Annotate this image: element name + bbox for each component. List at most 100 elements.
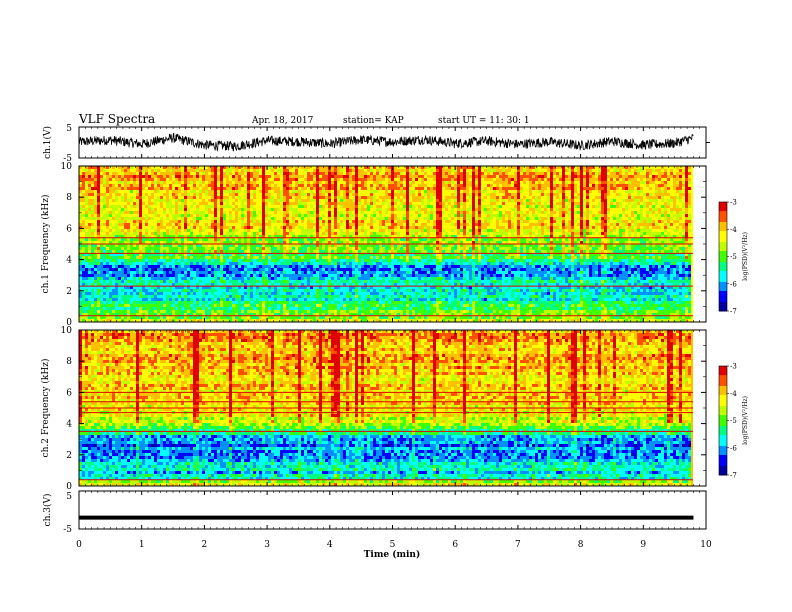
ch1-spectrogram-cell: [634, 187, 637, 190]
ch1-spectrogram-cell: [538, 211, 541, 214]
ch1-spectrogram-cell: [358, 241, 364, 244]
ch1-spectrogram-cell: [367, 202, 370, 205]
ch1-spectrogram-cell: [265, 247, 271, 250]
ch1-spectrogram-cell: [532, 193, 541, 196]
ch1-spectrogram-cell: [316, 172, 319, 175]
ch1-spectrogram-cell: [469, 196, 472, 199]
ch1-spectrogram-cell: [319, 253, 322, 256]
ch1-spectrogram-cell: [412, 184, 418, 187]
ch1-spectrogram-cell: [502, 250, 505, 253]
ch1-spectrogram-cell: [451, 172, 454, 175]
ch1-spectrogram-cell: [352, 190, 355, 193]
ch1-spectrogram-cell: [253, 259, 256, 262]
ch1-spectrogram-cell: [100, 196, 103, 199]
ch1-spectrogram-cell: [478, 229, 481, 232]
ch1-spectrogram-cell: [163, 208, 166, 211]
ch1-spectrogram-cell: [82, 166, 85, 169]
ch1-spectrogram-cell: [253, 184, 256, 187]
ch1-spectrogram-cell: [274, 184, 277, 187]
ch1-spectrogram-cell: [295, 220, 298, 223]
ch1-spectrogram-cell: [565, 229, 568, 232]
ch1-spectrogram-cell: [643, 214, 646, 217]
ch1-spectrogram-cell: [292, 247, 295, 250]
ch1-spectrogram-cell: [580, 181, 583, 184]
ch1-spectrogram-cell: [688, 226, 691, 229]
ch1-spectrogram-cell: [448, 184, 451, 187]
ch1-spectrogram-cell: [568, 235, 571, 238]
ch1-spectrogram-cell: [364, 202, 367, 205]
ch1-spectrogram-cell: [352, 211, 355, 214]
ch1-spectrogram-cell: [190, 232, 193, 235]
ch1-spectrogram-cell: [574, 256, 577, 259]
ch1-spectrogram-cell: [541, 181, 544, 184]
ch1-spectrogram-cell: [376, 166, 379, 169]
ch1-spectrogram-cell: [223, 232, 226, 235]
ch1-spectrogram-cell: [97, 193, 100, 196]
ch1-spectrogram-cell: [118, 250, 124, 253]
ch1-spectrogram-cell: [484, 235, 487, 238]
ch1-spectrogram-cell: [520, 187, 523, 190]
ch1-spectrogram-cell: [529, 211, 532, 214]
ch1-spectrogram-cell: [610, 202, 613, 205]
ch1-spectrogram-cell: [583, 208, 586, 211]
ch1-spectrogram-cell: [379, 181, 382, 184]
ch1-spectrogram-cell: [451, 229, 454, 232]
ch1-spectrogram-cell: [190, 187, 193, 190]
ch1-spectrogram-cell: [328, 193, 331, 196]
ch1-spectrogram-cell: [610, 190, 613, 193]
ch1-spectrogram-cell: [568, 229, 574, 232]
ch1-spectrogram-cell: [271, 250, 274, 253]
ch1-spectrogram-cell: [550, 211, 556, 214]
ch1-spectrogram-cell: [628, 202, 631, 205]
ch1-spectrogram-cell: [493, 250, 496, 253]
ch1-spectrogram-cell: [430, 208, 433, 211]
ch1-spectrogram-cell: [478, 214, 481, 217]
ch1-spectrogram-cell: [121, 178, 124, 181]
ch1-spectrogram-cell: [289, 241, 292, 244]
ch1-spectrogram-cell: [172, 181, 175, 184]
ch1-spectrogram-cell: [295, 181, 298, 184]
ch1-spectrogram-cell: [451, 193, 454, 196]
ch1-spectrogram-cell: [130, 196, 133, 199]
ch1-spectrogram-cell: [217, 172, 220, 175]
ch1-spectrogram-cell: [610, 253, 616, 256]
ch1-spectrogram-cell: [562, 244, 565, 247]
ch1-spectrogram-cell: [544, 226, 547, 229]
ch1-spectrogram-cell: [592, 241, 595, 244]
ch1-spectrogram-cell: [442, 250, 445, 253]
ch1-spectrogram-cell: [454, 241, 457, 244]
ch1-spectrogram-cell: [505, 193, 511, 196]
ch1-spectrogram-cell: [349, 181, 355, 184]
ch1-spectrogram-cell: [688, 181, 691, 184]
ch1-spectrogram-cell: [385, 247, 388, 250]
ch1-spectrogram-cell: [664, 184, 667, 187]
ch1-spectrogram-cell: [145, 235, 151, 238]
ch1-spectrogram-cell: [481, 238, 484, 241]
ch1-spectrogram-cell: [301, 211, 307, 214]
ch1-spectrogram-cell: [319, 205, 322, 208]
ch1-spectrogram-cell: [457, 256, 460, 259]
ch1-spectrogram-cell: [301, 214, 304, 217]
ch1-spectrogram-cell: [556, 256, 559, 259]
ch1-spectrogram-cell: [457, 235, 463, 238]
ch1-spectrogram-cell: [370, 220, 373, 223]
ch1-spectrogram-cell: [85, 196, 88, 199]
ch1-spectrogram-cell: [292, 241, 298, 244]
ch1-spectrogram-cell: [94, 181, 97, 184]
ch1-spectrogram-cell: [472, 166, 475, 169]
ch1-spectrogram-cell: [175, 229, 181, 232]
ch1-spectrogram-cell: [661, 253, 664, 256]
ch1-spectrogram-cell: [559, 172, 562, 175]
ch1-spectrogram-cell: [202, 238, 208, 241]
ch1-spectrogram-cell: [310, 172, 313, 175]
ch1-spectrogram-cell: [208, 253, 211, 256]
ch1-spectrogram-cell: [154, 184, 157, 187]
ch1-spectrogram-cell: [391, 244, 394, 247]
ch1-spectrogram-cell: [490, 244, 493, 247]
ch1-spectrogram-cell: [88, 208, 91, 211]
ch1-spectrogram-cell: [220, 220, 223, 223]
ch1-spectrogram-cell: [355, 238, 358, 241]
ch1-spectrogram-cell: [553, 187, 556, 190]
ch1-spectrogram-cell: [94, 241, 100, 244]
ch1-spectrogram-cell: [679, 226, 682, 229]
